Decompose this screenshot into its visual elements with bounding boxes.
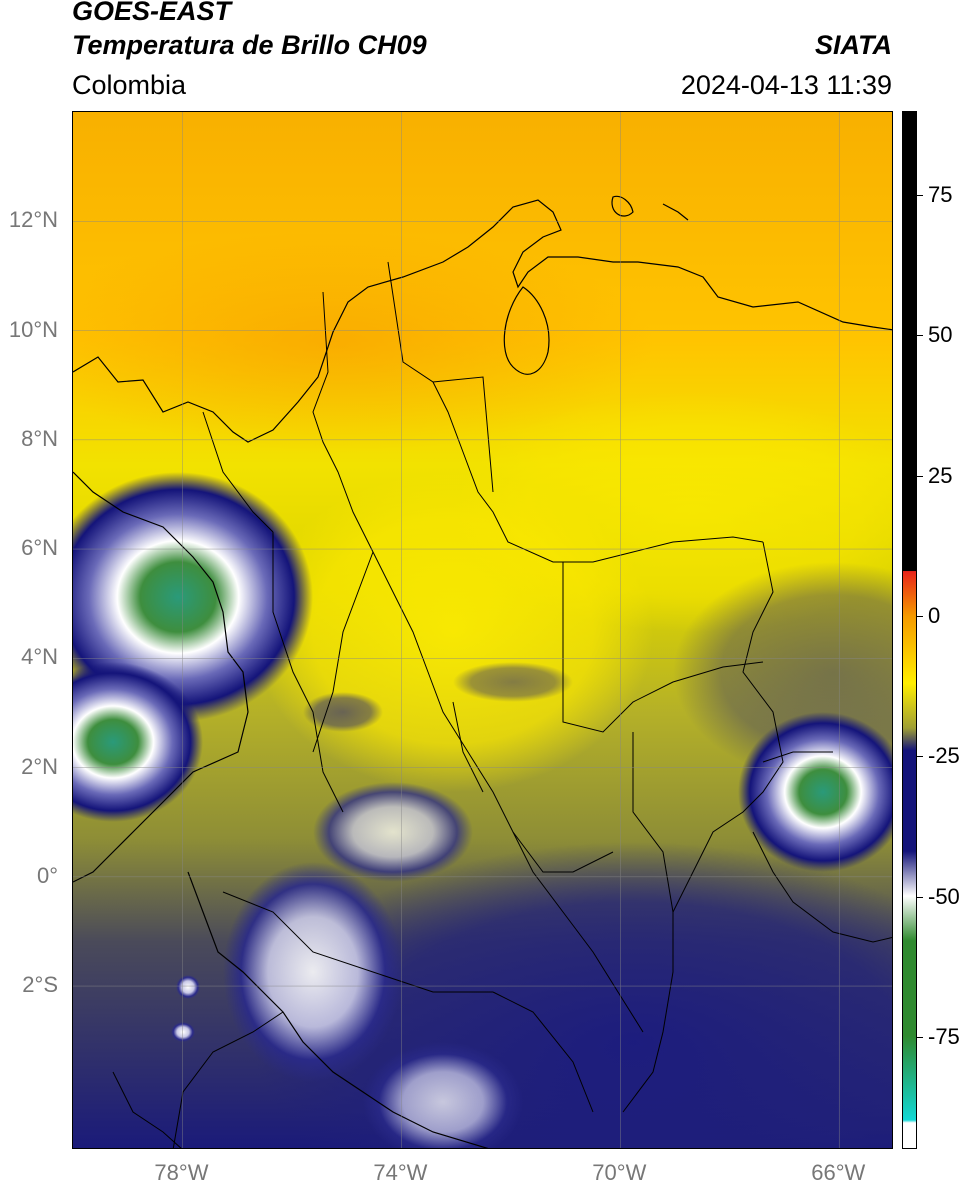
peru-cloud <box>363 1042 523 1148</box>
colorbar-tick-label: 50 <box>928 322 953 348</box>
southern-andes-cloud <box>313 782 473 882</box>
lat-tick-label: 0° <box>36 862 58 888</box>
lon-tick-label: 78°W <box>154 1160 209 1185</box>
brand-label: SIATA <box>815 30 892 60</box>
colorbar-tick-label: -50 <box>928 883 960 909</box>
lat-tick-label: 2°S <box>22 972 58 998</box>
region-label: Colombia <box>72 70 187 100</box>
satellite-map[interactable] <box>72 111 893 1149</box>
caribbean-warm-area <box>73 232 653 452</box>
lon-tick-label: 70°W <box>592 1160 647 1185</box>
lon-tick-label: 74°W <box>373 1160 428 1185</box>
lat-tick-label: 4°N <box>21 644 58 670</box>
colorbar-tick-label: -25 <box>928 743 960 769</box>
west-coast-convective-cell <box>73 662 203 822</box>
timestamp-label: 2024-04-13 11:39 <box>680 70 892 100</box>
colorbar-tick-mark <box>917 615 923 617</box>
colorbar-tick-label: 75 <box>928 182 953 208</box>
ecuador-cloud-band <box>223 862 403 1082</box>
small-cell-2 <box>171 1022 195 1042</box>
colorbar-tick-mark <box>917 1036 923 1038</box>
pacific-convective-cell <box>73 472 313 722</box>
colorbar-tick-mark <box>917 756 923 758</box>
lat-tick-label: 6°N <box>21 535 58 561</box>
small-cell <box>176 975 200 999</box>
colorbar-tick-mark <box>917 475 923 477</box>
product-title: Temperatura de Brillo CH09 <box>72 30 427 60</box>
colorbar-tick-label: -75 <box>928 1023 960 1049</box>
cloud-streak <box>453 662 573 702</box>
lat-tick-label: 10°N <box>8 316 58 342</box>
colorbar-tick-mark <box>917 335 923 337</box>
satellite-title: GOES-EAST <box>72 0 232 26</box>
lat-tick-label: 2°N <box>21 753 58 779</box>
lat-tick-label: 8°N <box>21 425 58 451</box>
admin-borders <box>112 261 892 1148</box>
colorbar-tick-mark <box>917 195 923 197</box>
lat-tick-label: 12°N <box>8 207 58 233</box>
east-convective-cell <box>738 712 892 872</box>
lon-tick-label: 66°W <box>811 1160 866 1185</box>
map-canvas <box>73 112 892 1148</box>
graticule <box>73 112 892 1148</box>
colorbar <box>902 111 917 1149</box>
colorbar-tick-label: 0 <box>928 602 941 628</box>
colorbar-tick-label: 25 <box>928 462 953 488</box>
colorbar-tick-mark <box>917 896 923 898</box>
